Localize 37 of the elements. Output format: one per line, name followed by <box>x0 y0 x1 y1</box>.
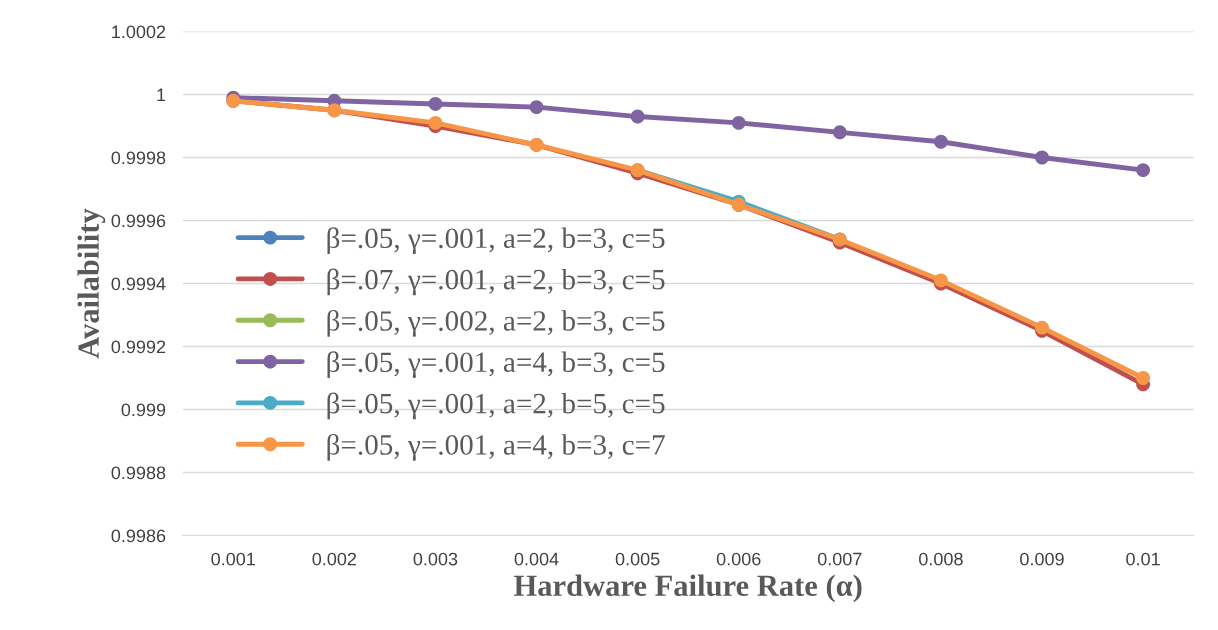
x-tick-label: 0.001 <box>211 552 255 566</box>
point <box>630 109 645 124</box>
y-tick-label: 0.9998 <box>111 151 166 165</box>
x-tick-label: 0.009 <box>1020 552 1064 566</box>
legend-label: β=.07, γ=.001, a=2, b=3, c=5 <box>327 268 665 296</box>
y-tick-label: 0.9992 <box>111 340 166 354</box>
legend-label: β=.05, γ=.001, a=4, b=3, c=5 <box>327 351 665 379</box>
legend-label: β=.05, γ=.002, a=2, b=3, c=5 <box>327 309 665 337</box>
point <box>933 134 948 149</box>
point <box>529 100 544 115</box>
point <box>428 97 443 111</box>
point <box>428 115 443 130</box>
legend-label: β=.05, γ=.001, a=2, b=3, c=5 <box>327 227 665 255</box>
y-tick-label: 1.0002 <box>112 25 166 39</box>
legend-label: β=.05, γ=.001, a=2, b=5, c=5 <box>327 392 665 420</box>
point <box>1136 163 1151 178</box>
x-tick-label: 0.008 <box>919 552 963 566</box>
y-tick-label: 0.9994 <box>111 277 166 291</box>
point <box>1035 150 1049 165</box>
x-tick-label: 0.005 <box>615 552 660 566</box>
x-tick-label: 0.007 <box>817 552 862 566</box>
x-axis-title: Hardware Failure Rate (α) <box>513 574 862 603</box>
x-tick-label: 0.01 <box>1126 552 1160 566</box>
point <box>832 125 847 140</box>
point <box>1136 371 1151 385</box>
y-tick-label: 0.999 <box>121 403 166 417</box>
y-tick-label: 1 <box>157 88 166 102</box>
x-tick-label: 0.006 <box>716 552 761 566</box>
y-tick-label: 0.9988 <box>111 466 166 480</box>
y-axis-title: Availability <box>77 208 106 359</box>
legend-label: β=.05, γ=.001, a=4, b=3, c=7 <box>327 433 665 461</box>
y-tick-label: 0.9996 <box>111 214 166 228</box>
y-tick-label: 0.9986 <box>111 529 166 543</box>
x-tick-label: 0.004 <box>514 552 559 566</box>
point <box>731 115 746 130</box>
x-tick-label: 0.002 <box>312 552 357 566</box>
x-tick-label: 0.003 <box>413 552 458 566</box>
